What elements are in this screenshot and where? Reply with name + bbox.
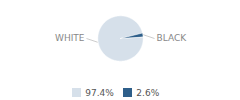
- html-text:2.6%: 2.6%: [136, 87, 160, 98]
- svg-text:WHITE: WHITE: [55, 33, 85, 43]
- svg-text:BLACK: BLACK: [157, 33, 188, 43]
- html-text:97.4%: 97.4%: [85, 87, 114, 98]
